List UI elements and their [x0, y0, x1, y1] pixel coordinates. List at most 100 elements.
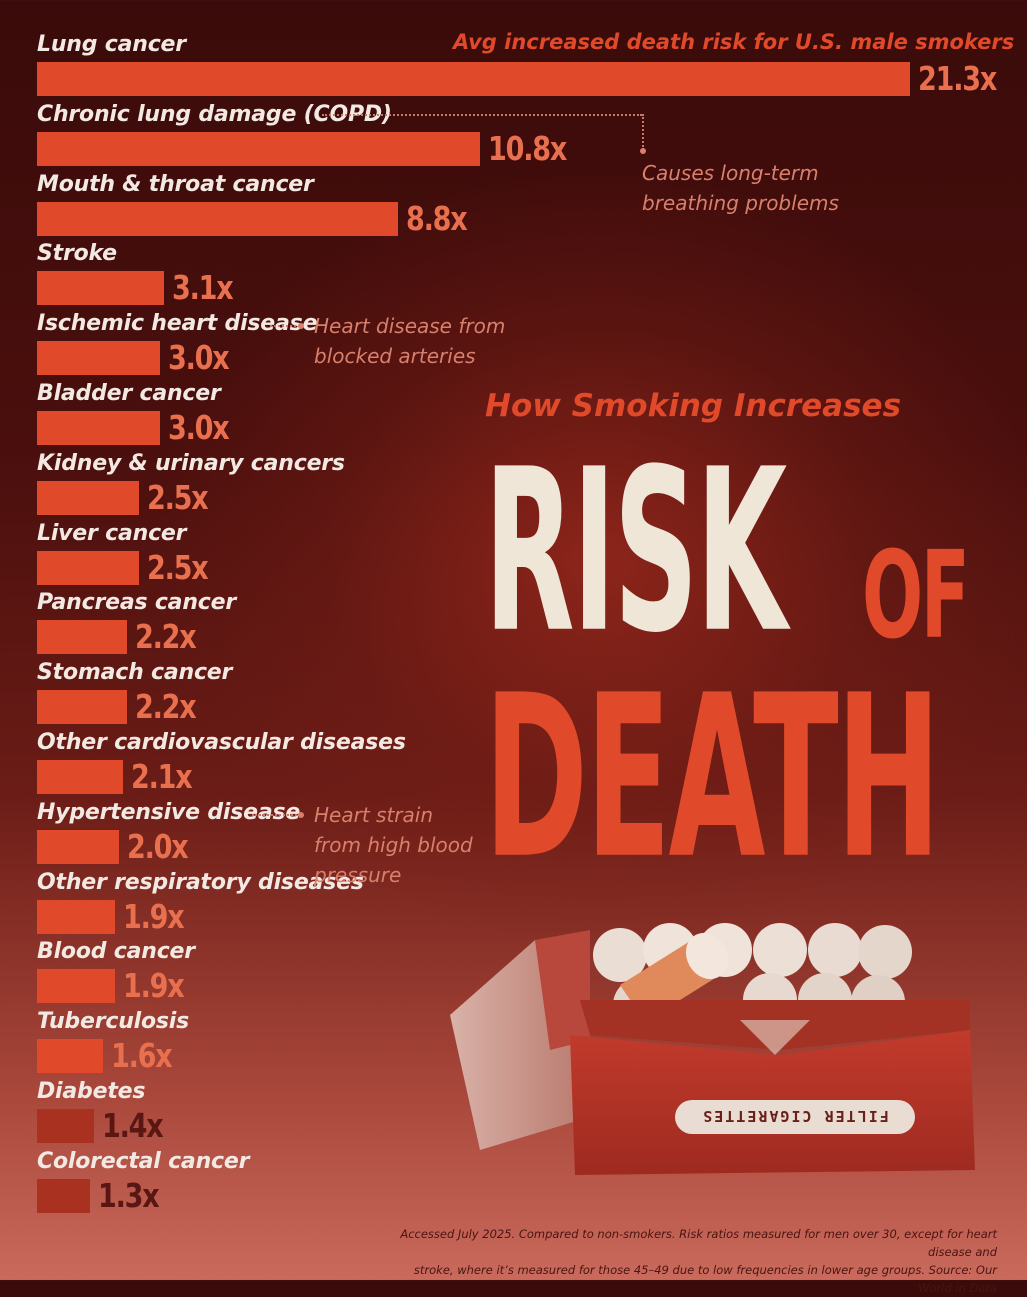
ischemic-note-line-2: blocked arteries	[314, 344, 476, 368]
value-label: 2.2x	[135, 687, 197, 727]
category-label: Other respiratory diseases	[37, 869, 364, 895]
category-label: Blood cancer	[37, 939, 195, 965]
hypertensive-leader-dot	[298, 812, 304, 818]
value-label: 21.3x	[918, 59, 997, 98]
category-label: Lung cancer	[37, 32, 186, 57]
raised-cigarette-end	[685, 932, 729, 980]
chart-row: Bladder cancer 3.0x	[0, 381, 1027, 451]
category-label: Bladder cancer	[37, 381, 221, 406]
value-label: 2.5x	[147, 477, 209, 517]
value-label: 1.9x	[123, 966, 185, 1006]
pack-label-text: FILTER CIGARETTES	[701, 1107, 889, 1125]
pack-notch	[740, 1020, 810, 1055]
chart-row: Kidney & urinary cancers 2.5x	[0, 451, 1027, 521]
bar	[37, 760, 123, 794]
bar	[37, 271, 164, 306]
bar	[37, 411, 160, 445]
category-label: Stomach cancer	[37, 660, 233, 686]
chart-row: Ischemic heart disease 3.0x	[0, 311, 1027, 381]
bar	[37, 1109, 94, 1143]
category-label: Colorectal cancer	[37, 1148, 250, 1174]
category-label: Liver cancer	[37, 520, 187, 546]
value-label: 2.0x	[127, 826, 189, 866]
ischemic-note-line-1: Heart disease from	[314, 314, 506, 338]
value-label: 3.1x	[172, 268, 234, 308]
hypertensive-note-line-2: from high blood	[314, 833, 473, 857]
value-label: 3.0x	[168, 338, 230, 378]
cigarette-tip	[593, 928, 647, 982]
category-label: Hypertensive disease	[37, 799, 301, 825]
title-small: How Smoking Increases	[485, 388, 902, 424]
category-label: Stroke	[37, 241, 117, 267]
category-label: Mouth & throat cancer	[37, 171, 314, 197]
category-label: Diabetes	[37, 1079, 146, 1104]
bar	[37, 969, 115, 1004]
value-label: 2.5x	[147, 547, 209, 587]
chart-row: Diabetes 1.4x	[0, 1079, 1027, 1149]
category-label: Ischemic heart disease	[37, 311, 318, 337]
cigarette-tip	[808, 923, 862, 977]
cigarette-tip	[753, 923, 807, 977]
value-label: 1.9x	[123, 896, 185, 936]
bar	[37, 550, 139, 585]
hypertensive-note-line-3: pressure	[314, 863, 402, 887]
category-label: Tuberculosis	[37, 1009, 190, 1035]
ischemic-leader-dot	[298, 323, 304, 329]
ischemic-leader-line	[270, 325, 300, 327]
chart-row: Hypertensive disease 2.0x	[0, 800, 1027, 870]
chart-row: Chronic lung damage (COPD) 10.8x	[0, 102, 1027, 172]
bar	[37, 690, 127, 725]
value-label: 3.0x	[168, 408, 230, 447]
pack-label-background	[675, 1100, 915, 1134]
pack-lid	[535, 930, 590, 1050]
bar	[37, 829, 119, 864]
chart-row: Pancreas cancer 2.2x	[0, 590, 1027, 660]
bar	[37, 620, 127, 655]
bar	[37, 341, 160, 376]
legend-note: Avg increased death risk for U.S. male s…	[453, 30, 1015, 54]
footer-line-2: stroke, where it’s measured for those 45…	[413, 1263, 997, 1295]
value-label: 1.6x	[111, 1036, 173, 1076]
chart-row: Blood cancer 1.9x	[0, 939, 1027, 1009]
bar	[37, 62, 910, 96]
cigarette-pack-illustration: FILTER CIGARETTES	[450, 923, 975, 1175]
category-label: Pancreas cancer	[37, 590, 236, 616]
bar	[37, 201, 398, 236]
hypertensive-leader-line	[252, 814, 300, 816]
value-label: 2.1x	[131, 757, 193, 796]
footer-line-1: Accessed July 2025. Compared to non-smok…	[400, 1227, 997, 1259]
title-death: DEATH	[484, 647, 941, 908]
footer-note: Accessed July 2025. Compared to non-smok…	[377, 1225, 997, 1297]
ischemic-note: Heart disease from blocked arteries	[314, 311, 505, 371]
value-label: 1.4x	[102, 1106, 164, 1145]
copd-note-line-1: Causes long-term	[642, 161, 819, 185]
chart-row: Tuberculosis 1.6x	[0, 1009, 1027, 1079]
hypertensive-note: Heart strain from high blood pressure	[314, 800, 473, 890]
value-label: 2.2x	[135, 617, 197, 657]
chart-row: Stroke 3.1x	[0, 241, 1027, 311]
bar	[37, 1178, 90, 1213]
chart-row: Colorectal cancer 1.3x	[0, 1149, 1027, 1219]
hypertensive-note-line-1: Heart strain	[314, 803, 433, 827]
bar	[37, 1039, 103, 1074]
category-label: Other cardiovascular diseases	[37, 730, 406, 755]
title-risk: RISK	[484, 421, 787, 682]
copd-leader-dot	[640, 148, 646, 154]
bar	[37, 131, 480, 166]
value-label: 1.3x	[98, 1175, 160, 1215]
bar	[37, 899, 115, 934]
chart-row: Liver cancer 2.5x	[0, 521, 1027, 591]
chart-row: Lung cancer 21.3x	[0, 32, 1027, 102]
bar	[37, 480, 139, 515]
copd-leader-line	[322, 114, 642, 116]
value-label: 8.8x	[406, 198, 468, 238]
copd-note-line-2: breathing problems	[642, 191, 839, 215]
chart-row: Other respiratory diseases 1.9x	[0, 870, 1027, 940]
cigarette-tip	[858, 925, 912, 979]
category-label: Kidney & urinary cancers	[37, 450, 345, 476]
chart-row: Stomach cancer 2.2x	[0, 660, 1027, 730]
copd-note: Causes long-term breathing problems	[642, 158, 839, 218]
chart-row: Mouth & throat cancer 8.8x	[0, 172, 1027, 242]
chart-row: Other cardiovascular diseases 2.1x	[0, 730, 1027, 800]
